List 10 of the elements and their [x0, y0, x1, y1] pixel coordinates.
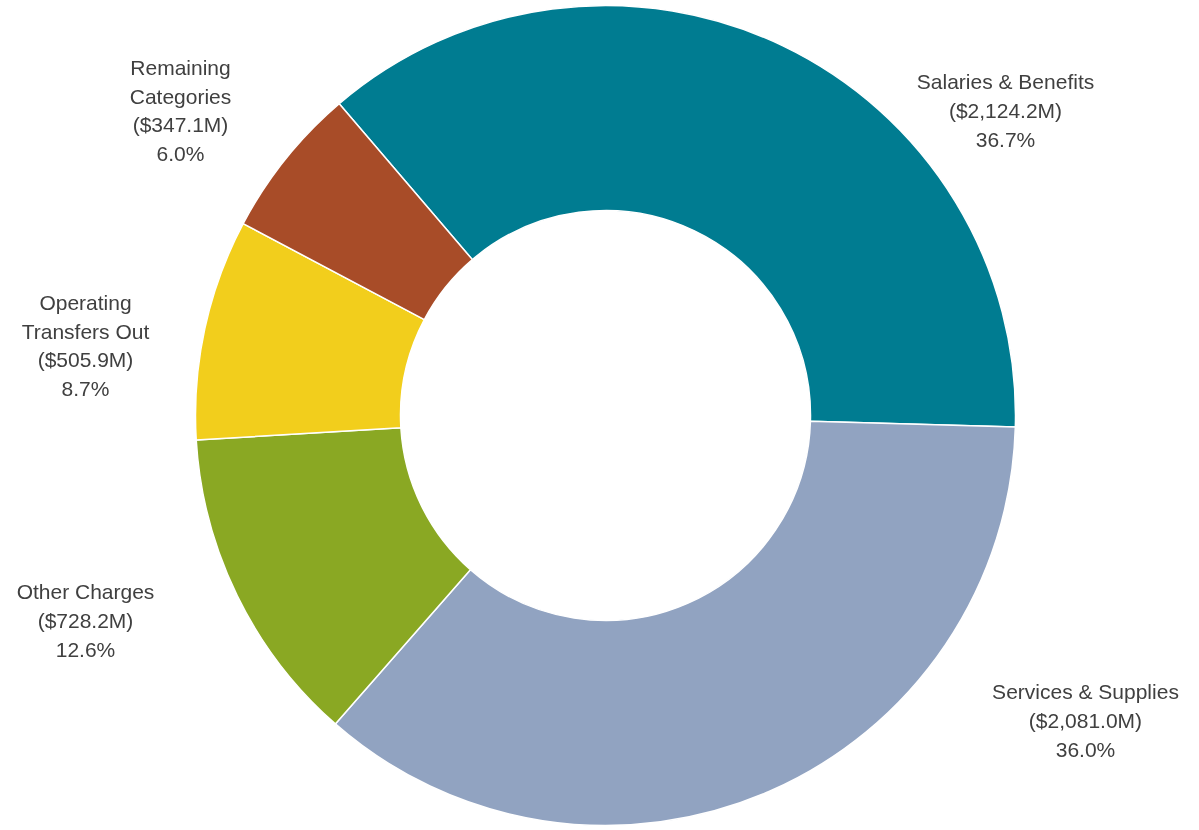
slice-label: Other Charges	[16, 580, 155, 604]
data-label: ($347.1M) 6.0%	[132, 113, 229, 166]
slice-label: Services & Supplies	[992, 680, 1179, 704]
slice-label: Remaining Categories	[129, 55, 232, 108]
data-label: ($2,124.2M) 36.7%	[948, 99, 1063, 151]
slice-label: Salaries & Benefits	[916, 70, 1095, 94]
data-label: ($2,081.0M) 36.0%	[1028, 709, 1143, 761]
data-label: ($728.2M) 12.6%	[37, 609, 134, 661]
slice-label: Operating Transfers Out	[21, 290, 150, 343]
data-label: ($505.9M) 8.7%	[37, 348, 134, 401]
